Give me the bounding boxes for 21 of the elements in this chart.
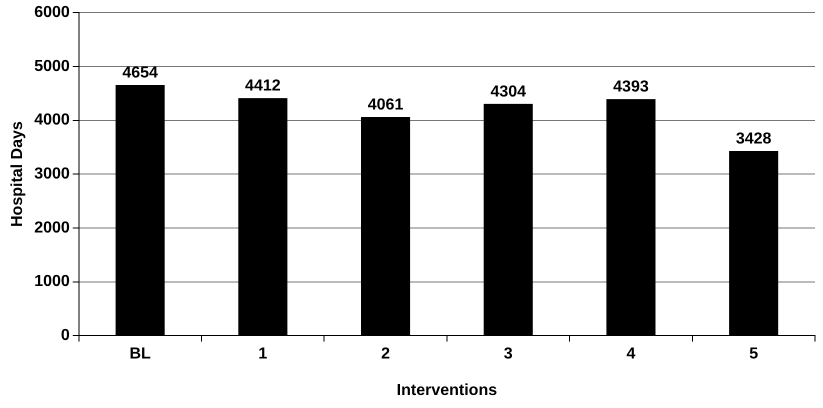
x-tick-label: 3 [504, 346, 513, 363]
data-label: 4393 [613, 78, 649, 96]
y-tick-label: 4000 [34, 112, 70, 129]
y-tick-label: 0 [60, 327, 70, 344]
y-tick-label: 3000 [34, 166, 70, 183]
x-tick-label: 1 [258, 346, 268, 363]
data-label: 4412 [245, 77, 281, 94]
x-axis-title: Interventions [396, 382, 498, 399]
y-tick-label: 2000 [34, 219, 70, 236]
x-tick-label: 4 [626, 346, 636, 363]
data-label: 4654 [122, 64, 158, 82]
data-label: 4061 [368, 96, 404, 114]
y-tick-label: 6000 [34, 4, 70, 22]
data-label: 3428 [736, 130, 772, 148]
y-tick-label: 1000 [34, 273, 70, 290]
x-tick-label: 2 [381, 346, 390, 363]
y-axis-title: Hospital Days [9, 121, 26, 228]
data-label: 4304 [490, 83, 526, 100]
y-tick-label: 5000 [34, 58, 70, 75]
x-tick-label: BL [129, 346, 152, 363]
x-tick-label: 5 [749, 346, 758, 363]
